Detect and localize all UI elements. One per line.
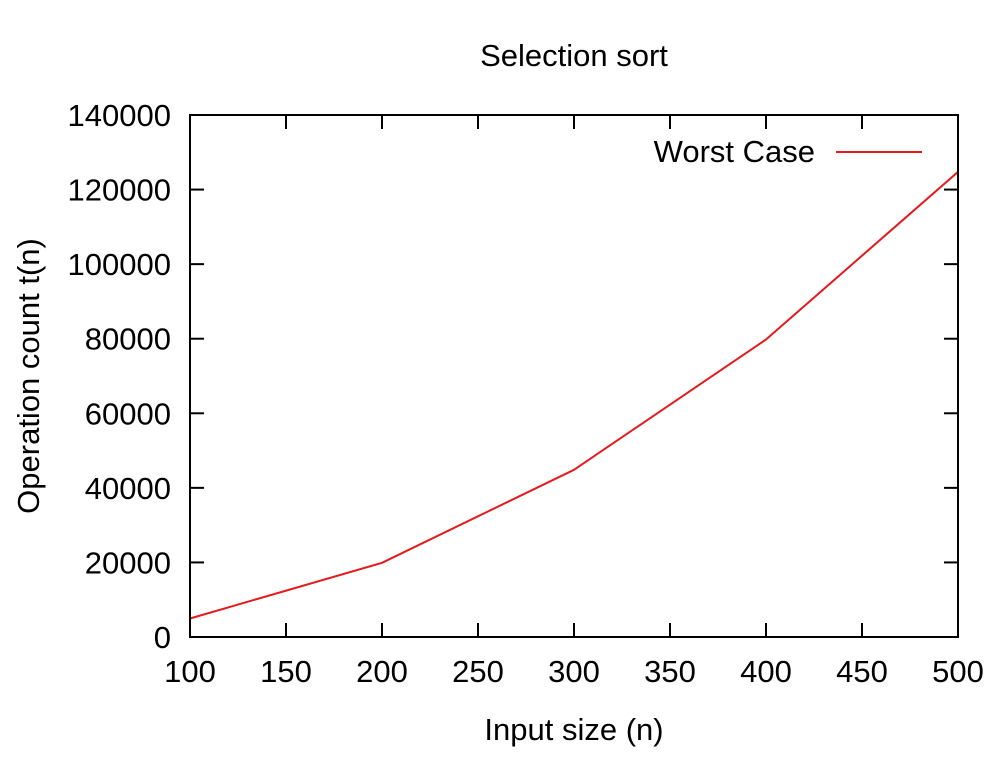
y-axis-label: Operation count t(n) [11, 238, 46, 514]
y-tick-label: 140000 [68, 98, 171, 133]
x-tick-label: 200 [356, 654, 408, 689]
plot-frame [189, 114, 959, 638]
y-tick-label: 60000 [85, 396, 171, 431]
x-tick-label: 100 [164, 654, 216, 689]
legend: Worst Case [654, 134, 922, 169]
y-tick-label: 80000 [85, 322, 171, 357]
series-line-worst-case [189, 171, 959, 620]
ticks-layer: 100 150 200 250 300 350 400 450 500 0 20000 40000 60… [68, 98, 984, 689]
legend-label-worst-case: Worst Case [654, 134, 815, 169]
chart-title: Selection sort [480, 38, 668, 73]
x-tick-label: 250 [452, 654, 504, 689]
x-tick-label: 150 [260, 654, 312, 689]
x-tick-label: 350 [644, 654, 696, 689]
y-tick-label: 0 [154, 620, 171, 655]
y-tick-label: 20000 [85, 545, 171, 580]
series-layer [189, 171, 959, 620]
y-tick-label: 40000 [85, 471, 171, 506]
x-axis-label: Input size (n) [484, 712, 663, 747]
x-tick-label: 500 [932, 654, 984, 689]
x-tick-label: 400 [740, 654, 792, 689]
y-tick-label: 120000 [68, 173, 171, 208]
x-tick-label: 300 [548, 654, 600, 689]
y-tick-label: 100000 [68, 247, 171, 282]
x-tick-label: 450 [836, 654, 888, 689]
